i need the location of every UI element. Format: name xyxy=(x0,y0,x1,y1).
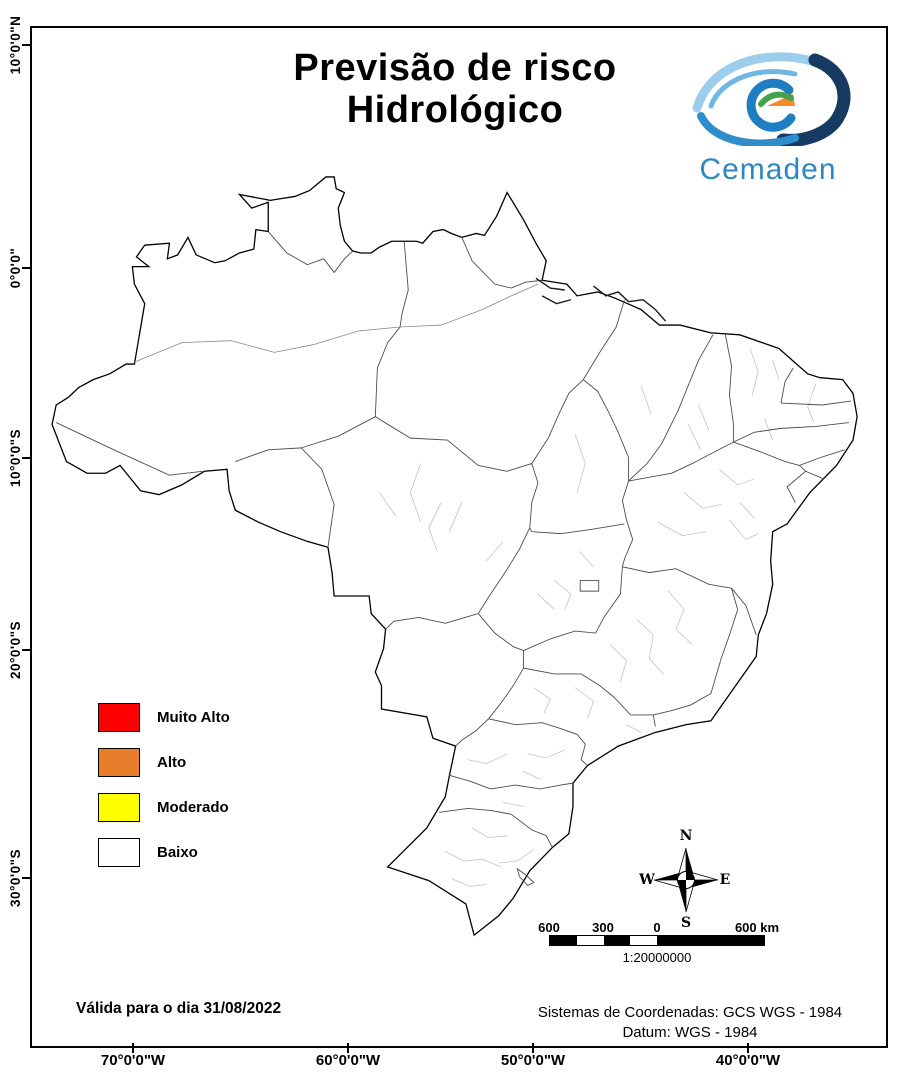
brazil-outline xyxy=(52,177,857,935)
legend-item-alto: Alto xyxy=(98,747,230,777)
scale-ratio: 1:20000000 xyxy=(622,950,692,965)
lon-label-50w: 50°0'0"W xyxy=(500,1052,566,1069)
scale-segment xyxy=(576,936,604,945)
alto-swatch xyxy=(98,747,140,777)
legend-item-moderado: Moderado xyxy=(98,792,230,822)
scale-tick-label: 600 xyxy=(538,920,560,935)
scale-tick-label: 0 xyxy=(653,920,661,935)
compass-west-label: W xyxy=(638,872,655,888)
legend-item-muito-alto: Muito Alto xyxy=(98,702,230,732)
compass-east-label: E xyxy=(720,872,731,888)
lon-tick xyxy=(347,1043,349,1053)
compass-rose: N S W E xyxy=(638,828,731,930)
moderado-swatch xyxy=(98,792,140,822)
scale-segment xyxy=(603,936,631,945)
risk-legend: Muito Alto Alto Moderado Baixo xyxy=(98,702,230,882)
legend-label: Muito Alto xyxy=(157,708,230,726)
lat-label-10n: 10°0'0"N xyxy=(8,15,23,75)
lat-label-10s: 10°0'0"S xyxy=(8,428,23,488)
scale-segment xyxy=(657,936,764,945)
legend-item-baixo: Baixo xyxy=(98,837,230,867)
page-title: Previsão de risco Hidrológico xyxy=(220,47,690,132)
lat-label-20s: 20°0'0"S xyxy=(8,620,23,680)
lat-label-30s: 30°0'0"S xyxy=(8,848,23,908)
scale-tick-label: 600 km xyxy=(734,920,780,935)
validity-date: Válida para o dia 31/08/2022 xyxy=(76,1000,282,1017)
amazon-river xyxy=(134,284,538,362)
datum-line: Datum: WGS - 1984 xyxy=(622,1024,758,1042)
cemaden-wordmark: Cemaden xyxy=(699,153,837,186)
muito-alto-swatch xyxy=(98,702,140,732)
title-line-1: Previsão de risco xyxy=(293,47,617,89)
legend-label: Alto xyxy=(157,753,187,771)
brazil-map xyxy=(50,175,888,941)
lon-tick xyxy=(747,1043,749,1053)
legend-label: Moderado xyxy=(157,798,229,816)
lat-tick xyxy=(22,457,32,459)
scale-bar-labels: 600 300 0 600 km xyxy=(538,920,779,935)
scale-bar-segments xyxy=(549,935,765,946)
cemaden-logo: Cemaden xyxy=(662,46,874,187)
scale-segment xyxy=(630,936,657,945)
lon-tick xyxy=(132,1043,134,1053)
coordinate-system-note: Sistemas de Coordenadas: GCS WGS - 1984 … xyxy=(492,1003,888,1044)
lon-label-60w: 60°0'0"W xyxy=(315,1052,381,1069)
municipal-boundaries xyxy=(379,348,816,886)
legend-label: Baixo xyxy=(157,843,198,861)
lon-tick xyxy=(532,1043,534,1053)
cemaden-eye-icon xyxy=(692,52,851,148)
baixo-swatch xyxy=(98,837,140,867)
state-boundaries xyxy=(56,232,851,886)
lon-label-40w: 40°0'0"W xyxy=(715,1052,781,1069)
compass-north-label: N xyxy=(680,828,693,844)
lat-tick xyxy=(22,877,32,879)
estuary-lines xyxy=(536,278,666,321)
lat-tick xyxy=(22,267,32,269)
scale-tick-label: 300 xyxy=(592,920,614,935)
title-line-2: Hidrológico xyxy=(346,88,564,131)
scale-segment xyxy=(550,936,577,945)
coordinate-system-line: Sistemas de Coordenadas: GCS WGS - 1984 xyxy=(537,1004,843,1021)
lat-label-0: 0°0'0" xyxy=(8,247,23,289)
compass-south-label: S xyxy=(681,915,691,930)
scale-bar: 600 300 0 600 km 1:20000000 xyxy=(538,920,779,965)
compass-star-icon xyxy=(653,847,719,913)
lon-label-70w: 70°0'0"W xyxy=(100,1052,166,1069)
lat-tick xyxy=(22,44,32,46)
lat-tick xyxy=(22,649,32,651)
